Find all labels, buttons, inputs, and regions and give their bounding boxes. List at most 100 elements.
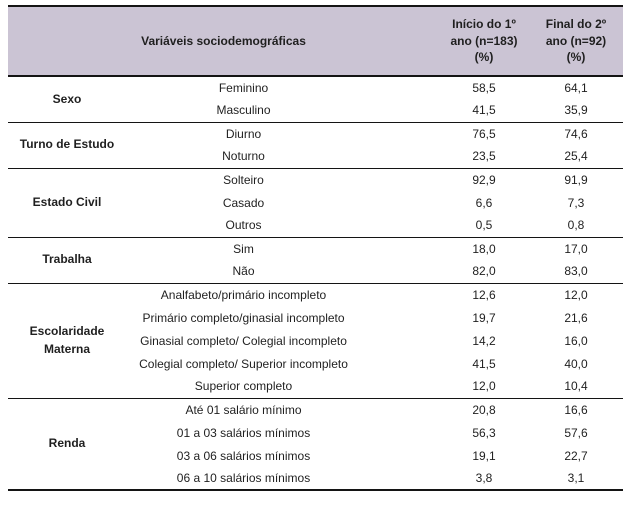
row-label: Masculino xyxy=(216,103,271,118)
spacer-cell xyxy=(361,76,439,99)
table-row: Superior completo 12,0 10,4 xyxy=(8,375,623,398)
page: Variáveis sociodemográficas Início do 1º… xyxy=(8,5,623,491)
header-variables: Variáveis sociodemográficas xyxy=(8,6,439,77)
value-final: 91,9 xyxy=(564,172,588,187)
header-initial-year: Início do 1º ano (n=183) (%) xyxy=(439,6,529,77)
section-renda: Renda Até 01 salário mínimo 20,8 16,6 01… xyxy=(8,398,623,490)
row-label: Noturno xyxy=(222,149,265,164)
spacer-cell xyxy=(361,99,439,122)
value-final: 16,6 xyxy=(564,402,588,417)
value-initial: 0,5 xyxy=(475,218,493,233)
spacer-cell xyxy=(361,306,439,329)
spacer-cell xyxy=(361,260,439,283)
section-turno: Turno de Estudo Diurno 76,5 74,6 Noturno… xyxy=(8,122,623,168)
row-label: Sim xyxy=(233,241,254,256)
spacer-cell xyxy=(361,444,439,467)
value-final: 12,0 xyxy=(564,287,588,302)
table-row: Não 82,0 83,0 xyxy=(8,260,623,283)
spacer-cell xyxy=(361,421,439,444)
value-final: 7,3 xyxy=(567,195,585,210)
table-row: Outros 0,5 0,8 xyxy=(8,214,623,237)
value-initial: 18,0 xyxy=(472,241,496,256)
spacer-cell xyxy=(361,145,439,168)
row-label: Solteiro xyxy=(223,172,264,187)
value-final: 35,9 xyxy=(564,103,588,118)
row-label: 06 a 10 salários mínimos xyxy=(176,471,311,485)
value-final: 17,0 xyxy=(564,241,588,256)
table-row: Noturno 23,5 25,4 xyxy=(8,145,623,168)
category-cell-turno: Turno de Estudo xyxy=(19,137,115,152)
value-final: 0,8 xyxy=(567,218,585,233)
table-row: Masculino 41,5 35,9 xyxy=(8,99,623,122)
spacer-cell xyxy=(361,237,439,260)
value-initial: 6,6 xyxy=(475,195,493,210)
table-row: Casado 6,6 7,3 xyxy=(8,191,623,214)
table-row: Ginasial completo/ Colegial incompleto 1… xyxy=(8,329,623,352)
category-cell-trabalha: Trabalha xyxy=(42,252,92,267)
value-initial: 92,9 xyxy=(472,172,496,187)
section-trabalha: Trabalha Sim 18,0 17,0 Não 82,0 83,0 xyxy=(8,237,623,283)
category-cell-escolaridade: Escolaridade Materna xyxy=(29,324,105,356)
header-final-year: Final do 2º ano (n=92) (%) xyxy=(529,6,623,77)
row-label: Colegial completo/ Superior incompleto xyxy=(139,356,348,371)
value-initial: 19,1 xyxy=(472,448,496,463)
spacer-cell xyxy=(361,168,439,191)
row-label: 01 a 03 salários mínimos xyxy=(176,425,311,440)
value-final: 57,6 xyxy=(564,425,588,440)
row-label: Outros xyxy=(225,218,262,233)
row-label: Superior completo xyxy=(194,379,293,394)
table-row: 06 a 10 salários mínimos 3,8 3,1 xyxy=(8,467,623,490)
row-label: Ginasial completo/ Colegial incompleto xyxy=(140,333,347,348)
value-initial: 3,8 xyxy=(475,471,493,485)
value-initial: 23,5 xyxy=(472,149,496,164)
value-final: 83,0 xyxy=(564,264,588,279)
spacer-cell xyxy=(361,375,439,398)
value-final: 21,6 xyxy=(564,310,588,325)
value-final: 3,1 xyxy=(567,471,585,485)
table-header: Variáveis sociodemográficas Início do 1º… xyxy=(8,6,623,77)
value-final: 64,1 xyxy=(564,81,588,95)
spacer-cell xyxy=(361,467,439,490)
row-label: Casado xyxy=(222,195,265,210)
row-label: Diurno xyxy=(225,126,262,141)
value-initial: 58,5 xyxy=(472,81,496,95)
sociodemographic-table: Variáveis sociodemográficas Início do 1º… xyxy=(8,5,623,491)
value-initial: 12,0 xyxy=(472,379,496,394)
category-cell-renda: Renda xyxy=(48,436,86,451)
spacer-cell xyxy=(361,352,439,375)
value-final: 22,7 xyxy=(564,448,588,463)
value-initial: 12,6 xyxy=(472,287,496,302)
table-row: Colegial completo/ Superior incompleto 4… xyxy=(8,352,623,375)
spacer-cell xyxy=(361,122,439,145)
value-final: 10,4 xyxy=(564,379,588,394)
value-initial: 14,2 xyxy=(472,333,496,348)
value-final: 16,0 xyxy=(564,333,588,348)
row-label: Não xyxy=(232,264,255,279)
spacer-cell xyxy=(361,329,439,352)
table-row: Sexo Feminino 58,5 64,1 xyxy=(8,76,623,106)
value-initial: 56,3 xyxy=(472,425,496,440)
spacer-cell xyxy=(361,398,439,421)
value-initial: 76,5 xyxy=(472,126,496,141)
value-initial: 20,8 xyxy=(472,402,496,417)
table-row: Trabalha Sim 18,0 17,0 xyxy=(8,237,623,267)
table-row: Escolaridade Materna Analfabeto/primário… xyxy=(8,283,623,356)
section-escolaridade-materna: Escolaridade Materna Analfabeto/primário… xyxy=(8,283,623,398)
spacer-cell xyxy=(361,283,439,306)
category-cell-estado-civil: Estado Civil xyxy=(32,194,102,209)
section-estado-civil: Estado Civil Solteiro 92,9 91,9 Casado 6… xyxy=(8,168,623,237)
spacer-cell xyxy=(361,214,439,237)
table-row: 01 a 03 salários mínimos 56,3 57,6 xyxy=(8,421,623,444)
value-final: 74,6 xyxy=(564,126,588,141)
value-initial: 19,7 xyxy=(472,310,496,325)
row-label: 03 a 06 salários mínimos xyxy=(176,448,311,463)
section-sexo: Sexo Feminino 58,5 64,1 Masculino 41,5 3… xyxy=(8,76,623,122)
row-label: Até 01 salário mínimo xyxy=(185,402,302,417)
header-row: Variáveis sociodemográficas Início do 1º… xyxy=(8,6,623,77)
value-initial: 41,5 xyxy=(472,103,496,118)
spacer-cell xyxy=(361,191,439,214)
category-cell-sexo: Sexo xyxy=(52,91,82,106)
table-row: Primário completo/ginasial incompleto 19… xyxy=(8,306,623,329)
value-initial: 82,0 xyxy=(472,264,496,279)
table-row: Estado Civil Solteiro 92,9 91,9 xyxy=(8,168,623,209)
